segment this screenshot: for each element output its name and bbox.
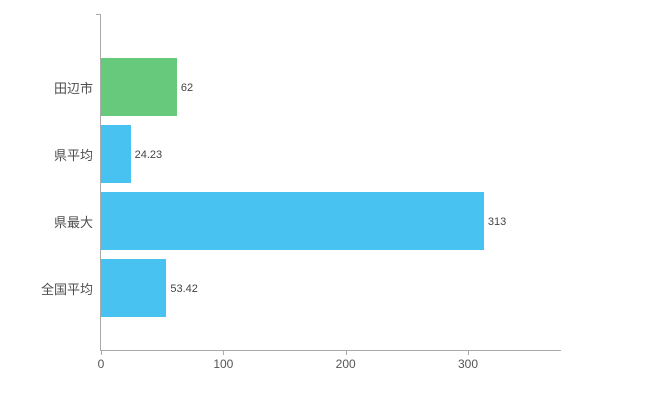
category-label: 全国平均	[40, 282, 93, 297]
bar[interactable]	[101, 192, 484, 250]
chart-row: 全国平均 53.42	[41, 255, 561, 322]
bar[interactable]	[101, 58, 177, 116]
plot-area: 田辺市 62 県平均 24.23 県最大 313 全国平均 53.42 0 100 200 300	[41, 14, 561, 371]
chart-row: 県平均 24.23	[54, 121, 561, 188]
chart-row: 県最大 313	[54, 188, 561, 255]
x-axis-tick	[345, 350, 347, 355]
x-axis-tick	[101, 350, 102, 355]
x-axis-tick-label: 0	[97, 357, 105, 371]
x-axis-tick-label: 200	[335, 357, 356, 371]
category-label: 田辺市	[53, 81, 93, 96]
y-axis-top-tick	[96, 14, 101, 15]
category-label: 県最大	[53, 215, 93, 230]
category-label: 県平均	[53, 148, 93, 163]
value-label: 24.23	[134, 148, 163, 161]
value-label: 313	[487, 215, 507, 228]
bar[interactable]	[101, 259, 167, 317]
x-axis-tick	[223, 350, 225, 355]
bar[interactable]	[101, 125, 131, 183]
chart-row: 田辺市 62	[54, 54, 561, 121]
x-axis-tick-label: 100	[213, 357, 234, 371]
value-label: 53.42	[170, 282, 198, 295]
value-label: 62	[180, 81, 194, 94]
x-axis-tick-label: 300	[458, 357, 479, 371]
x-axis-tick	[468, 350, 470, 355]
